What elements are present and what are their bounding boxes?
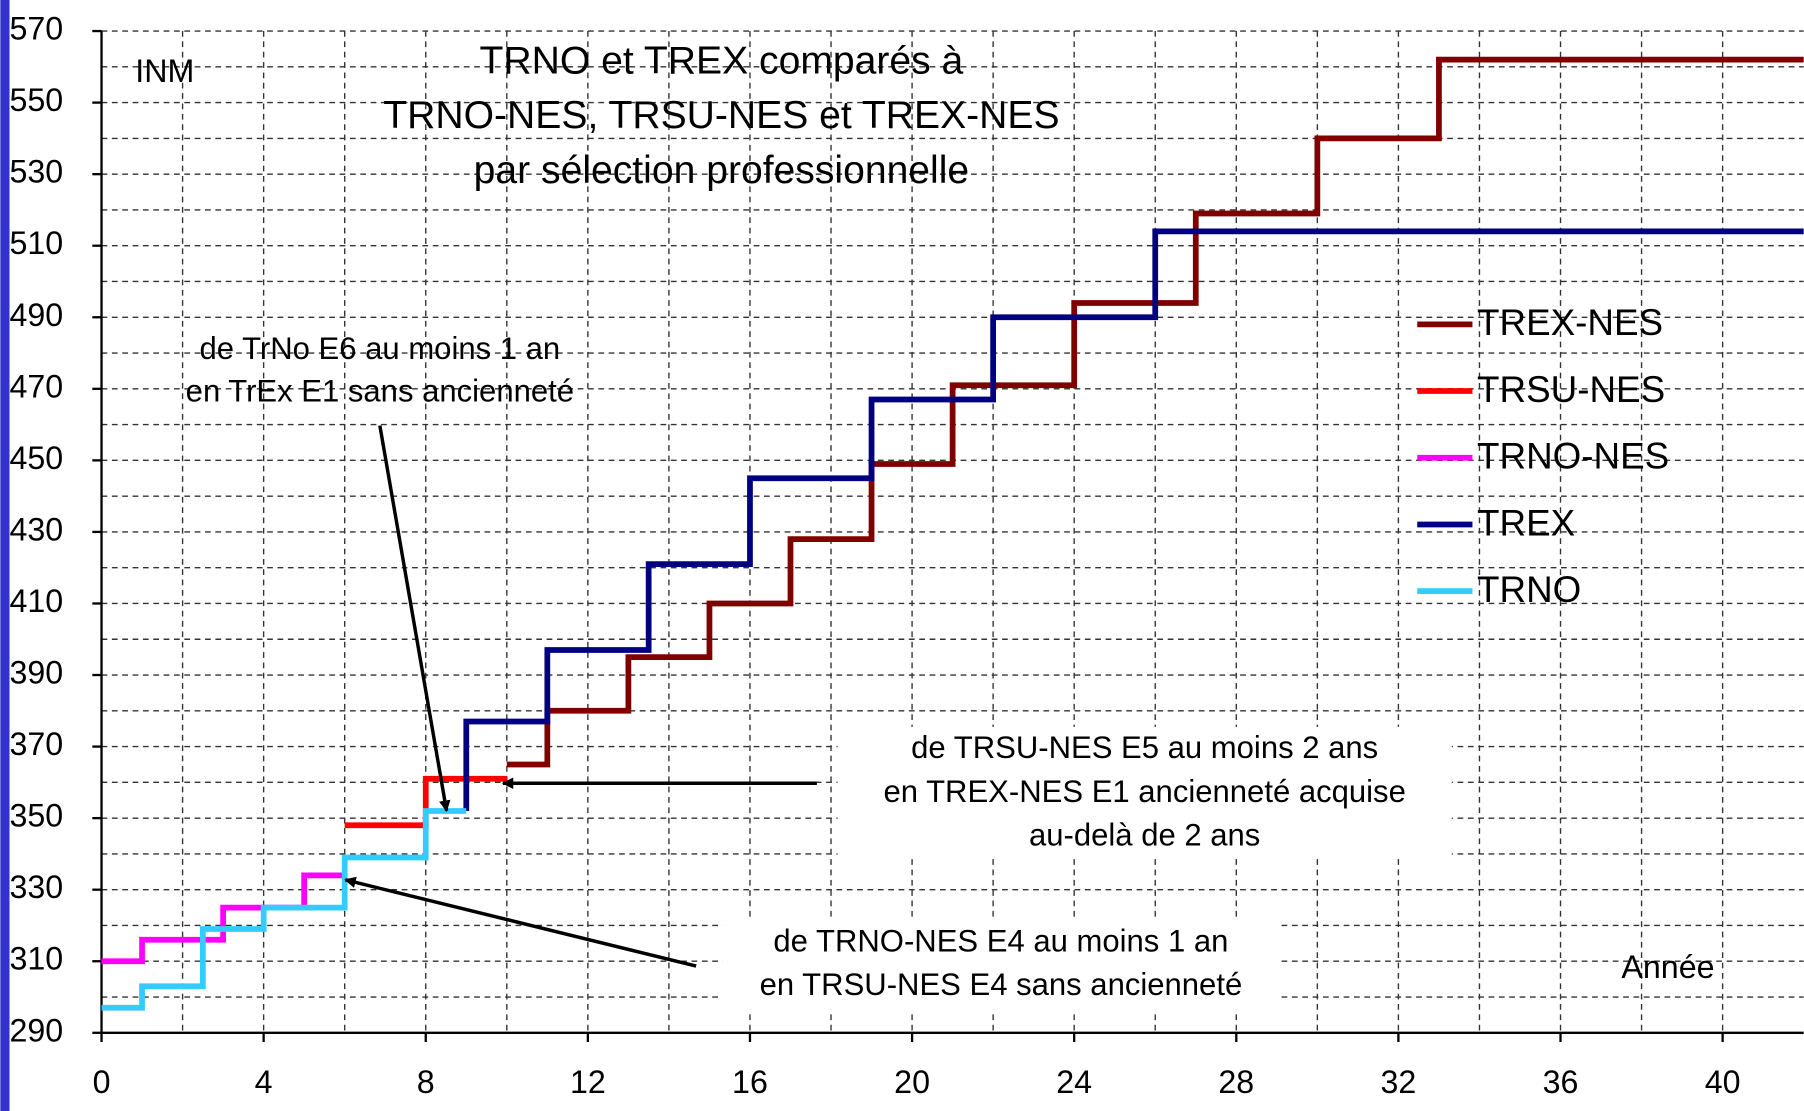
- x-tick-label: 28: [1218, 1064, 1254, 1100]
- side-bar: [0, 0, 10, 1111]
- y-tick-label: 550: [10, 82, 64, 118]
- y-tick-label: 490: [10, 297, 64, 333]
- annotation-box: [837, 726, 1452, 858]
- x-tick-label: 12: [570, 1064, 606, 1100]
- step-line: [101, 808, 467, 1011]
- arrow: [378, 425, 451, 812]
- y-tick-label: 310: [10, 941, 64, 977]
- y-tick-label: 430: [10, 511, 64, 547]
- chart-title: par sélection professionnelle: [474, 149, 970, 192]
- annotation: au-delà de 2 ans: [1029, 817, 1260, 852]
- legend-label: TRNO: [1477, 569, 1581, 610]
- x-tick-label: 40: [1705, 1064, 1741, 1100]
- chart-title: TRNO-NES, TRSU-NES et TREX-NES: [383, 94, 1059, 137]
- x-tick-label: 32: [1381, 1064, 1417, 1100]
- annotation: de TRSU-NES E5 au moins 2 ans: [911, 730, 1378, 765]
- y-tick-label: 570: [10, 11, 64, 47]
- y-tick-label: 530: [10, 154, 64, 190]
- step-line: [506, 56, 1804, 768]
- y-tick-label: 510: [10, 225, 64, 261]
- annotation: en TrEx E1 sans ancienneté: [186, 374, 574, 409]
- legend-label: TREX-NES: [1477, 302, 1663, 343]
- arrow: [344, 876, 697, 968]
- annotation: de TrNo E6 au moins 1 an: [200, 331, 561, 366]
- x-tick-label: 24: [1056, 1064, 1092, 1100]
- chart-title: TRNO et TREX comparés à: [480, 40, 964, 83]
- annotation: en TRSU-NES E4 sans ancienneté: [760, 967, 1243, 1002]
- y-tick-label: 470: [10, 368, 64, 404]
- x-axis-label: Année: [1621, 949, 1714, 985]
- x-tick-label: 36: [1543, 1064, 1579, 1100]
- y-tick-label: 390: [10, 655, 64, 691]
- x-tick-label: 0: [93, 1064, 111, 1100]
- annotation: de TRNO-NES E4 au moins 1 an: [773, 923, 1228, 958]
- step-line: [463, 228, 1804, 811]
- legend-label: TREX: [1477, 502, 1575, 543]
- y-tick-label: 330: [10, 869, 64, 905]
- x-tick-label: 4: [255, 1064, 273, 1100]
- y-axis-label: INM: [135, 53, 194, 89]
- legend-label: TRSU-NES: [1477, 369, 1665, 410]
- y-tick-label: 350: [10, 798, 64, 834]
- y-tick-label: 370: [10, 726, 64, 762]
- legend-label: TRNO-NES: [1477, 436, 1669, 477]
- step-line: [101, 872, 345, 965]
- annotation-box: [722, 920, 1282, 1010]
- x-tick-label: 20: [894, 1064, 930, 1100]
- x-tick-label: 16: [732, 1064, 768, 1100]
- y-tick-label: 410: [10, 583, 64, 619]
- y-tick-label: 450: [10, 440, 64, 476]
- annotation: en TREX-NES E1 ancienneté acquise: [883, 774, 1405, 809]
- x-tick-label: 8: [417, 1064, 435, 1100]
- y-tick-label: 290: [10, 1012, 64, 1048]
